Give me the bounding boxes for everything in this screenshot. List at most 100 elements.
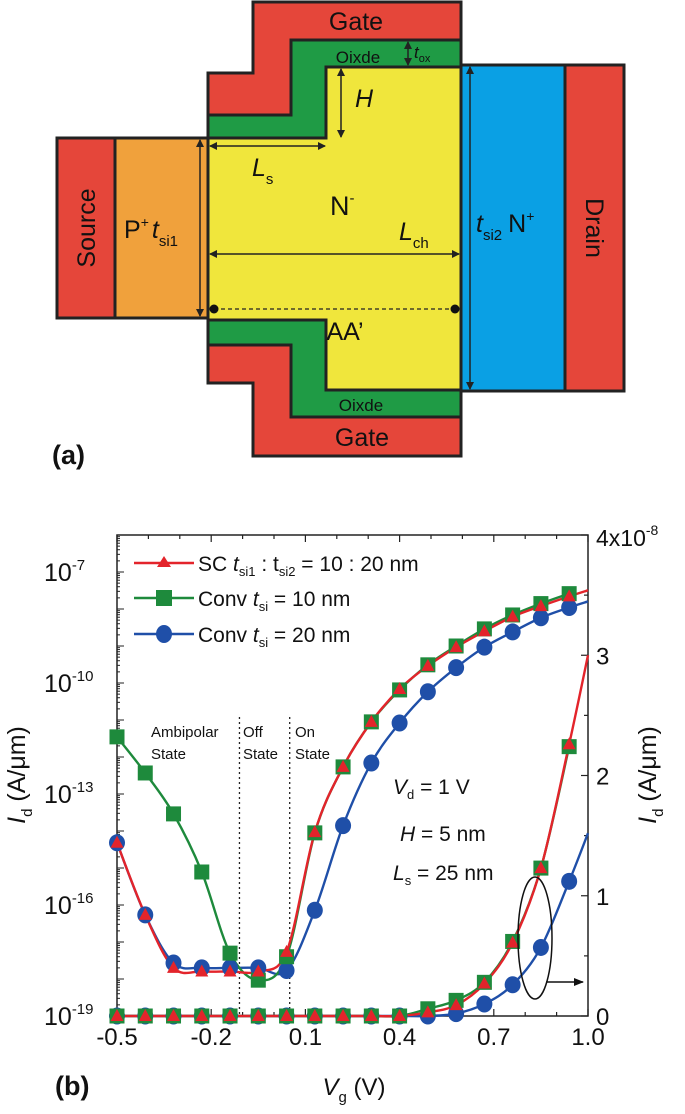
y-left-tick-label: 10-13 <box>44 779 94 809</box>
log-point-sc <box>110 835 124 848</box>
source-region <box>55 136 117 320</box>
drain-region <box>563 63 626 393</box>
log-point-sc <box>477 624 491 637</box>
legend-label-sc: SC tsi1 : tsi2 = 10 : 20 nm <box>198 553 419 579</box>
linear-point-sc <box>364 1009 378 1021</box>
log-point-conv-20 <box>561 598 578 616</box>
on-state-label: On State <box>295 724 330 763</box>
y-right-top-tick-label: 4x10-8 <box>596 522 659 551</box>
x-tick-labels: -0.5 -0.2 0.1 0.4 0.7 1.0 <box>96 1024 604 1051</box>
linear-point-sc <box>562 737 576 750</box>
log-point-sc <box>251 964 265 977</box>
h-label: H <box>355 85 374 113</box>
y-right-tick-label: 1 <box>596 884 609 911</box>
log-point-conv-10 <box>137 765 153 781</box>
x-tick-label: -0.5 <box>96 1024 137 1051</box>
log-point-sc <box>421 658 435 671</box>
ambipolar-state-label: Ambipolar State <box>151 724 219 763</box>
linear-point-sc <box>223 1009 237 1021</box>
panel-label-b: (b) <box>55 1071 89 1101</box>
circle-marker-icon <box>156 625 172 643</box>
linear-point-sc <box>195 1009 209 1021</box>
linear-point-sc <box>280 1009 294 1021</box>
tox-label: tox <box>414 43 431 65</box>
x-tick-label: 0.1 <box>289 1024 322 1051</box>
log-point-sc <box>534 599 548 612</box>
cutline-point-a-prime <box>450 304 460 314</box>
linear-curves-ellipse <box>517 876 553 1000</box>
linear-point-conv-20 <box>561 872 578 890</box>
x-tick-label: -0.2 <box>191 1024 232 1051</box>
ls-annotation: Ls = 25 nm <box>393 862 494 888</box>
id-vg-chart: -0.5 -0.2 0.1 0.4 0.7 1.0 10-1910-1610-1310-1… <box>3 522 667 1106</box>
log-point-conv-20 <box>476 638 493 656</box>
y-left-tick-label: 10-10 <box>44 668 94 698</box>
log-curve-conv-10 <box>116 592 570 982</box>
y-tick-labels: 10-19 10-16 10-13 10-10 10-7 0 1 2 3 <box>44 557 609 1031</box>
linear-point-sc <box>393 1009 407 1021</box>
legend-label-conv-10: Conv tsi = 10 nm <box>198 588 350 614</box>
bottom-gate-region <box>206 343 463 458</box>
square-marker-icon <box>156 590 172 606</box>
linear-point-sc <box>336 1009 350 1021</box>
drain-label: Drain <box>580 198 608 258</box>
linear-curve-sc <box>117 655 590 1018</box>
log-point-sc <box>393 681 407 694</box>
linear-point-sc <box>138 1009 152 1021</box>
y-right-tick-label: 2 <box>596 764 609 791</box>
log-point-conv-20 <box>504 623 521 641</box>
legend-item-conv-20: Conv tsi = 20 nm <box>134 624 350 650</box>
y-right-tick-label: 3 <box>596 643 609 670</box>
oxide-top-label: Oixde <box>336 48 380 67</box>
x-tick-label: 0.4 <box>383 1024 416 1051</box>
lch-label: Lch <box>399 218 429 252</box>
cutline-point-a <box>209 304 219 314</box>
log-point-sc <box>167 960 181 973</box>
y-right-axis-label: Id (A/μm) <box>634 726 667 824</box>
log-point-sc <box>449 640 463 653</box>
y-left-tick-label: 10-19 <box>44 1001 94 1031</box>
linear-point-sc <box>167 1009 181 1021</box>
linear-curve-conv-10 <box>117 746 571 1018</box>
y-right-tick-label: 0 <box>596 1004 609 1031</box>
log-point-conv-10 <box>109 729 125 745</box>
n-minus-label: N- <box>330 190 355 221</box>
log-point-sc <box>336 759 350 772</box>
legend: SC tsi1 : tsi2 = 10 : 20 nm Conv tsi = 1… <box>134 553 419 650</box>
log-point-conv-20 <box>335 817 352 835</box>
log-point-conv-20 <box>278 961 295 979</box>
log-point-sc <box>364 714 378 727</box>
p-plus-tsi1-label: P+ tsi1 <box>124 214 178 250</box>
legend-item-conv-10: Conv tsi = 10 nm <box>134 588 350 614</box>
oxide-bottom-label: Oixde <box>339 396 383 415</box>
panel-label-a: (a) <box>52 440 85 470</box>
log-point-conv-20 <box>391 714 408 732</box>
legend-label-conv-20: Conv tsi = 20 nm <box>198 624 350 650</box>
aa-label: AA’ <box>326 318 363 346</box>
log-point-sc <box>223 964 237 977</box>
x-tick-label: 0.7 <box>477 1024 510 1051</box>
log-point-sc <box>562 589 576 602</box>
log-point-conv-20 <box>532 609 549 627</box>
linear-point-sc <box>506 935 520 948</box>
x-tick-label: 1.0 <box>571 1024 604 1051</box>
device-cross-section: Gate Oixde tox H Ls N- Lch Source P+ tsi1… <box>52 0 626 470</box>
log-point-conv-10 <box>222 945 238 961</box>
linear-point-sc <box>449 998 463 1011</box>
log-curve-sc <box>115 589 589 975</box>
y-left-tick-label: 10-7 <box>44 557 85 587</box>
log-point-conv-20 <box>419 683 436 701</box>
series-curves <box>115 589 590 1018</box>
gate-bottom-label: Gate <box>335 424 389 452</box>
ls-label: Ls <box>252 154 273 188</box>
linear-point-sc <box>110 1009 124 1021</box>
gate-top-label: Gate <box>329 8 383 36</box>
linear-point-sc <box>421 1005 435 1018</box>
linear-point-sc <box>251 1009 265 1021</box>
log-point-conv-20 <box>448 659 465 677</box>
source-label: Source <box>73 188 101 267</box>
linear-point-sc <box>477 976 491 989</box>
linear-point-sc <box>534 861 548 874</box>
y-left-tick-label: 10-16 <box>44 890 94 920</box>
